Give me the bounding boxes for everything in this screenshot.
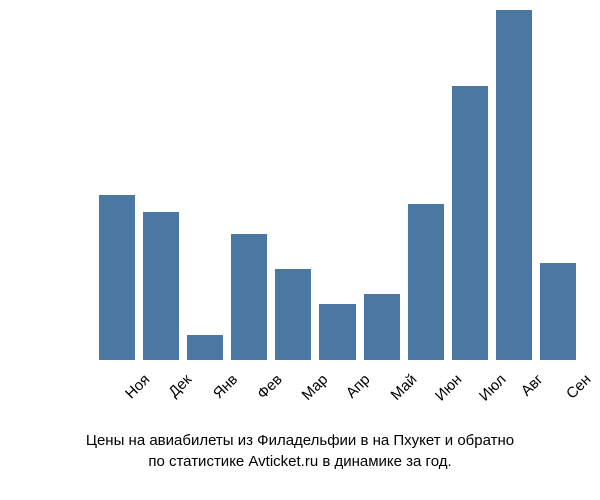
x-tick-label: Июн [432,371,465,404]
chart-caption: Цены на авиабилеты из Филадельфии в на П… [0,430,600,472]
bar [319,304,355,360]
bar [275,269,311,360]
bars-group [95,10,580,360]
x-tick-label: Апр [342,371,373,402]
bar [187,335,223,360]
x-tick-label: Июл [476,371,510,405]
bar [408,204,444,360]
x-tick-label: Фев [254,371,286,403]
caption-line2: по статистике Avticket.ru в динамике за … [148,453,451,470]
caption-line1: Цены на авиабилеты из Филадельфии в на П… [86,432,514,449]
bar [496,10,532,360]
x-tick-label: Янв [210,371,241,402]
x-tick-label: Авг [518,371,547,400]
x-tick-label: Сен [563,371,594,402]
x-tick-label: Ноя [122,371,153,402]
chart-plot-area [95,10,580,360]
bar [99,195,135,360]
x-tick-label: Мар [299,371,332,404]
x-tick-label: Май [387,371,420,404]
bar [452,86,488,360]
bar [540,263,576,360]
bar [231,234,267,360]
x-tick-label: Дек [165,371,195,401]
bar [364,294,400,360]
bar [143,212,179,360]
